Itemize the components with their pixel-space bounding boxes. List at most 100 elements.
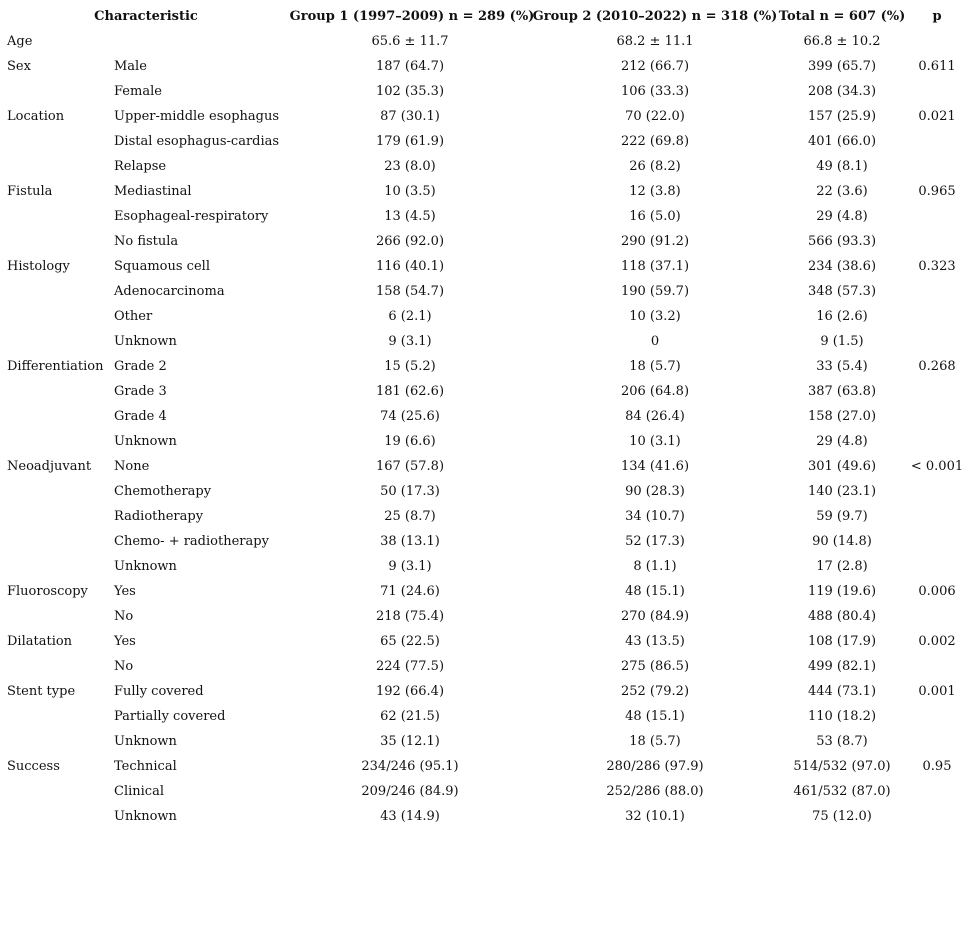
- table-cell: 71 (24.6): [380, 584, 440, 599]
- row-label: Unknown: [114, 809, 177, 824]
- table-cell: 53 (8.7): [816, 734, 868, 749]
- row-group: Stent type: [7, 684, 76, 699]
- row-group: Differentiation: [7, 359, 104, 374]
- row-label: Grade 2: [114, 359, 167, 374]
- table-cell: 18 (5.7): [629, 734, 681, 749]
- table-cell: 190 (59.7): [620, 284, 690, 299]
- table-cell: 222 (69.8): [620, 134, 690, 149]
- row-group: Success: [7, 759, 60, 774]
- table-cell: 33 (5.4): [816, 359, 868, 374]
- table-cell: 0.268: [918, 359, 956, 374]
- table-cell: 301 (49.6): [807, 459, 877, 474]
- table-cell: 387 (63.8): [807, 384, 877, 399]
- table-cell: 19 (6.6): [384, 434, 436, 449]
- table-cell: 0.611: [918, 59, 956, 74]
- table-cell: 140 (23.1): [807, 484, 877, 499]
- row-label: Relapse: [114, 159, 167, 174]
- table-cell: 16 (5.0): [629, 209, 681, 224]
- table-cell: 266 (92.0): [375, 234, 445, 249]
- table-cell: 49 (8.1): [816, 159, 868, 174]
- table-cell: 119 (19.6): [807, 584, 877, 599]
- table-cell: 134 (41.6): [620, 459, 690, 474]
- table-cell: 70 (22.0): [625, 109, 685, 124]
- row-label: Fully covered: [114, 684, 204, 699]
- table-cell: 35 (12.1): [380, 734, 440, 749]
- table-cell: 0.965: [918, 184, 956, 199]
- table-cell: 8 (1.1): [633, 559, 677, 574]
- table-cell: 158 (27.0): [807, 409, 877, 424]
- row-label: Adenocarcinoma: [114, 284, 225, 299]
- table-cell: 6 (2.1): [388, 309, 432, 324]
- table-cell: 106 (33.3): [620, 84, 690, 99]
- table-cell: 0.002: [918, 634, 956, 649]
- row-group: Fistula: [7, 184, 53, 199]
- row-label: Yes: [114, 584, 136, 599]
- table-cell: 566 (93.3): [807, 234, 877, 249]
- table-cell: 15 (5.2): [384, 359, 436, 374]
- table-cell: 212 (66.7): [620, 59, 690, 74]
- table-cell: 26 (8.2): [629, 159, 681, 174]
- table-cell: 348 (57.3): [807, 284, 877, 299]
- table-cell: 0.95: [922, 759, 952, 774]
- table-cell: 10 (3.1): [629, 434, 681, 449]
- table-cell: 110 (18.2): [807, 709, 877, 724]
- table-cell: 74 (25.6): [380, 409, 440, 424]
- row-label: Esophageal-respiratory: [114, 209, 269, 224]
- table-cell: 22 (3.6): [816, 184, 868, 199]
- table-cell: 18 (5.7): [629, 359, 681, 374]
- table-cell: 187 (64.7): [375, 59, 445, 74]
- header-cell: p: [932, 9, 942, 24]
- table-cell: 59 (9.7): [816, 509, 868, 524]
- table-cell: 0: [650, 334, 660, 349]
- table-cell: 157 (25.9): [807, 109, 877, 124]
- table-cell: 50 (17.3): [380, 484, 440, 499]
- row-label: Unknown: [114, 434, 177, 449]
- table-cell: 10 (3.2): [629, 309, 681, 324]
- table-cell: 9 (3.1): [388, 334, 432, 349]
- row-label: Chemotherapy: [114, 484, 212, 499]
- table-cell: 252 (79.2): [620, 684, 690, 699]
- table-cell: 209/246 (84.9): [361, 784, 459, 799]
- header-cell: Group 1 (1997–2009) n = 289 (%): [289, 9, 535, 24]
- row-group: Neoadjuvant: [7, 459, 92, 474]
- table-cell: 192 (66.4): [375, 684, 445, 699]
- table-cell: 514/532 (97.0): [793, 759, 891, 774]
- row-label: Other: [114, 309, 153, 324]
- table-cell: 68.2 ± 11.1: [616, 34, 694, 49]
- header-cell: Characteristic: [94, 9, 198, 24]
- row-group: Age: [7, 34, 33, 49]
- table-cell: 179 (61.9): [375, 134, 445, 149]
- row-label: Radiotherapy: [114, 509, 204, 524]
- table-cell: 32 (10.1): [625, 809, 685, 824]
- table-cell: 0.323: [918, 259, 956, 274]
- row-label: Distal esophagus-cardias: [114, 134, 280, 149]
- table-cell: 444 (73.1): [807, 684, 877, 699]
- row-label: None: [114, 459, 150, 474]
- table-cell: 66.8 ± 10.2: [803, 34, 881, 49]
- row-label: No: [114, 609, 134, 624]
- row-label: Chemo- + radiotherapy: [114, 534, 269, 549]
- table-cell: 158 (54.7): [375, 284, 445, 299]
- row-group: Fluoroscopy: [7, 584, 88, 599]
- row-group: Sex: [7, 59, 31, 74]
- table-cell: 13 (4.5): [384, 209, 436, 224]
- row-label: Clinical: [114, 784, 164, 799]
- row-label: Unknown: [114, 334, 177, 349]
- table-cell: 12 (3.8): [629, 184, 681, 199]
- table-cell: 52 (17.3): [625, 534, 685, 549]
- table-cell: < 0.001: [910, 459, 964, 474]
- table-cell: 206 (64.8): [620, 384, 690, 399]
- table-cell: 48 (15.1): [625, 584, 685, 599]
- table-cell: 10 (3.5): [384, 184, 436, 199]
- table-cell: 16 (2.6): [816, 309, 868, 324]
- table-cell: 34 (10.7): [625, 509, 685, 524]
- table-cell: 280/286 (97.9): [606, 759, 704, 774]
- table-cell: 65.6 ± 11.7: [371, 34, 449, 49]
- row-label: Mediastinal: [114, 184, 192, 199]
- table-cell: 399 (65.7): [807, 59, 877, 74]
- table-cell: 116 (40.1): [375, 259, 445, 274]
- table-cell: 499 (82.1): [807, 659, 877, 674]
- table-cell: 234/246 (95.1): [361, 759, 459, 774]
- table-cell: 234 (38.6): [807, 259, 877, 274]
